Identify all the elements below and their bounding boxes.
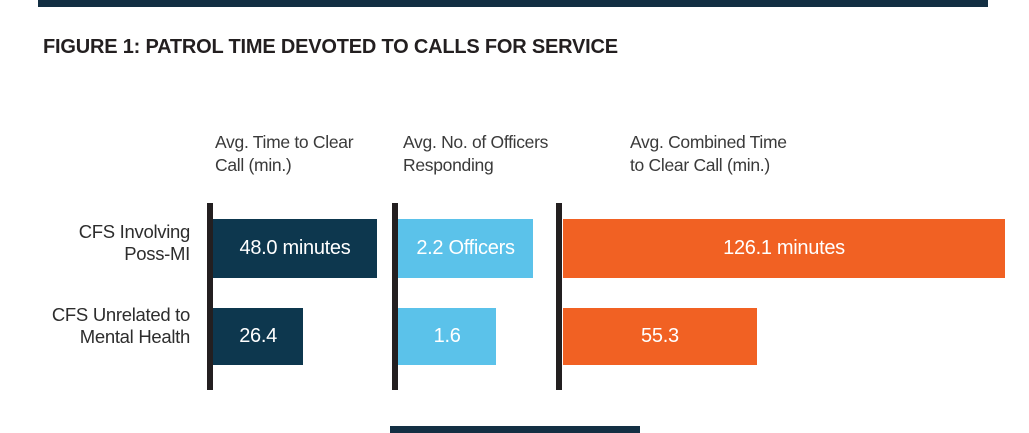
row-label-line: Poss-MI [124,243,190,264]
column-header-officers-responding: Avg. No. of Officers Responding [403,131,548,177]
bar-combined-time-unrelated: 55.3 [563,308,757,365]
figure-title: FIGURE 1: PATROL TIME DEVOTED TO CALLS F… [43,36,618,58]
page-bottom-rule [390,426,640,433]
bar-track: 26.4 [213,308,377,365]
bar-value-label: 55.3 [641,325,679,347]
column-header-line: Avg. Time to Clear [215,132,354,152]
bar-officers-poss-mi: 2.2 Officers [398,219,533,278]
page-top-rule [38,0,988,7]
bar-track: 2.2 Officers [398,219,533,278]
column-header-line: Avg. Combined Time [630,132,787,152]
column-header-line: to Clear Call (min.) [630,155,770,175]
bar-value-label: 48.0 minutes [239,237,351,259]
column-header-combined-time: Avg. Combined Time to Clear Call (min.) [630,131,787,177]
column-header-time-to-clear: Avg. Time to Clear Call (min.) [215,131,354,177]
bar-track: 55.3 [563,308,1005,365]
row-label-line: CFS Unrelated to [51,304,190,325]
bar-officers-unrelated: 1.6 [398,308,497,365]
column-header-line: Avg. No. of Officers [403,132,549,152]
row-label-cfs-poss-mi: CFS Involving Poss-MI [0,221,191,265]
bar-value-label: 1.6 [433,325,461,347]
bar-track: 1.6 [398,308,533,365]
row-label-cfs-unrelated: CFS Unrelated to Mental Health [0,304,190,348]
bar-avg-time-poss-mi: 48.0 minutes [213,219,377,278]
bar-combined-time-poss-mi: 126.1 minutes [563,219,1005,278]
bar-avg-time-unrelated: 26.4 [213,308,304,365]
row-label-line: CFS Involving [78,221,191,242]
bar-track: 48.0 minutes [213,219,377,278]
axis-line-combined-time [556,203,562,390]
column-header-line: Call (min.) [215,155,292,175]
bar-value-label: 2.2 Officers [416,237,515,259]
column-header-line: Responding [403,155,494,175]
bar-value-label: 26.4 [239,325,277,347]
bar-track: 126.1 minutes [563,219,1005,278]
bar-value-label: 126.1 minutes [723,237,845,259]
axis-line-officers [392,203,398,390]
axis-line-time-to-clear [207,203,213,390]
row-label-line: Mental Health [79,326,191,347]
